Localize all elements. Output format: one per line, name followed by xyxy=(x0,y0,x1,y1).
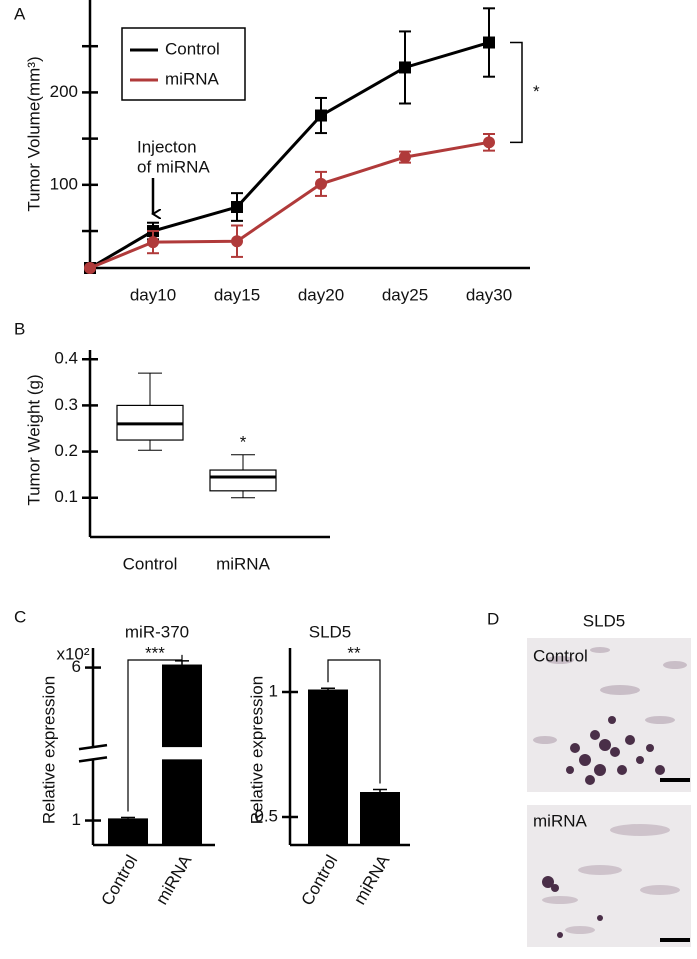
annotation: of miRNA xyxy=(137,157,210,176)
significance-bracket xyxy=(127,654,183,812)
significance-label: ** xyxy=(347,643,361,662)
chart-title: miR-370 xyxy=(125,622,189,641)
panel-letter: B xyxy=(14,319,25,338)
marker xyxy=(147,236,159,249)
y-tick-label: 100 xyxy=(50,174,78,193)
x-tick-label: miRNA xyxy=(152,851,196,908)
x-tick-label: miRNA xyxy=(350,851,394,908)
axis-break-mark xyxy=(78,743,108,751)
axis-multiplier: x10² xyxy=(56,644,89,663)
y-tick-label: 0.4 xyxy=(54,349,78,368)
significance-label: *** xyxy=(145,643,165,662)
y-tick-label: 0.1 xyxy=(54,487,78,506)
marker xyxy=(399,61,411,74)
y-tick-label: 0.2 xyxy=(54,441,78,460)
legend-label: miRNA xyxy=(165,69,219,88)
x-tick-label: day15 xyxy=(214,285,260,304)
y-tick-label: 1 xyxy=(269,681,278,700)
micrograph-control xyxy=(527,638,691,792)
marker xyxy=(315,109,327,122)
y-tick-label: 0.3 xyxy=(54,395,78,414)
x-tick-label: day10 xyxy=(130,285,176,304)
annotation: Injecton xyxy=(137,137,197,156)
micrograph-mirna xyxy=(527,805,691,947)
x-tick-label: Control xyxy=(297,852,341,909)
series-line xyxy=(89,41,490,270)
y-tick-label: 200 xyxy=(50,82,78,101)
series-line xyxy=(89,140,490,270)
axis-break-mark xyxy=(78,756,108,763)
significance-bracket xyxy=(510,41,523,144)
image-label: Control xyxy=(533,646,588,665)
chart-title: SLD5 xyxy=(309,622,352,641)
box xyxy=(209,469,277,492)
bar xyxy=(360,792,400,845)
marker xyxy=(231,201,243,214)
y-axis-label: Relative expression xyxy=(247,676,266,824)
x-tick-label: day30 xyxy=(466,285,512,304)
x-tick-label: miRNA xyxy=(216,554,270,573)
y-axis-label: Relative expression xyxy=(39,676,58,824)
x-tick-label: Control xyxy=(123,554,178,573)
bar xyxy=(108,818,148,845)
y-axis-label: Tumor Volume(mm³) xyxy=(24,56,43,211)
panel-letter: D xyxy=(487,609,499,628)
significance-bracket xyxy=(327,659,381,784)
panel-letter: A xyxy=(14,4,26,23)
image-label: miRNA xyxy=(533,811,587,830)
marker xyxy=(84,262,96,274)
x-tick-label: day20 xyxy=(298,285,344,304)
significance-label: * xyxy=(533,82,540,101)
x-tick-label: day25 xyxy=(382,285,428,304)
legend-label: Control xyxy=(165,39,220,58)
marker xyxy=(483,136,495,149)
y-axis-label: Tumor Weight (g) xyxy=(24,374,43,505)
y-tick-label: 1 xyxy=(72,810,81,829)
legend-box xyxy=(121,27,246,101)
significance-label: * xyxy=(240,432,247,451)
marker xyxy=(483,36,495,49)
marker xyxy=(399,151,411,164)
x-tick-label: Control xyxy=(97,852,141,909)
panel-letter: C xyxy=(14,607,26,626)
y-tick-label: 6 xyxy=(72,657,81,676)
axis-break xyxy=(79,747,215,760)
bar xyxy=(308,689,348,845)
panel-title: SLD5 xyxy=(583,611,626,630)
marker xyxy=(315,177,327,190)
marker xyxy=(231,235,243,248)
y-tick-label: 0.5 xyxy=(254,806,278,825)
